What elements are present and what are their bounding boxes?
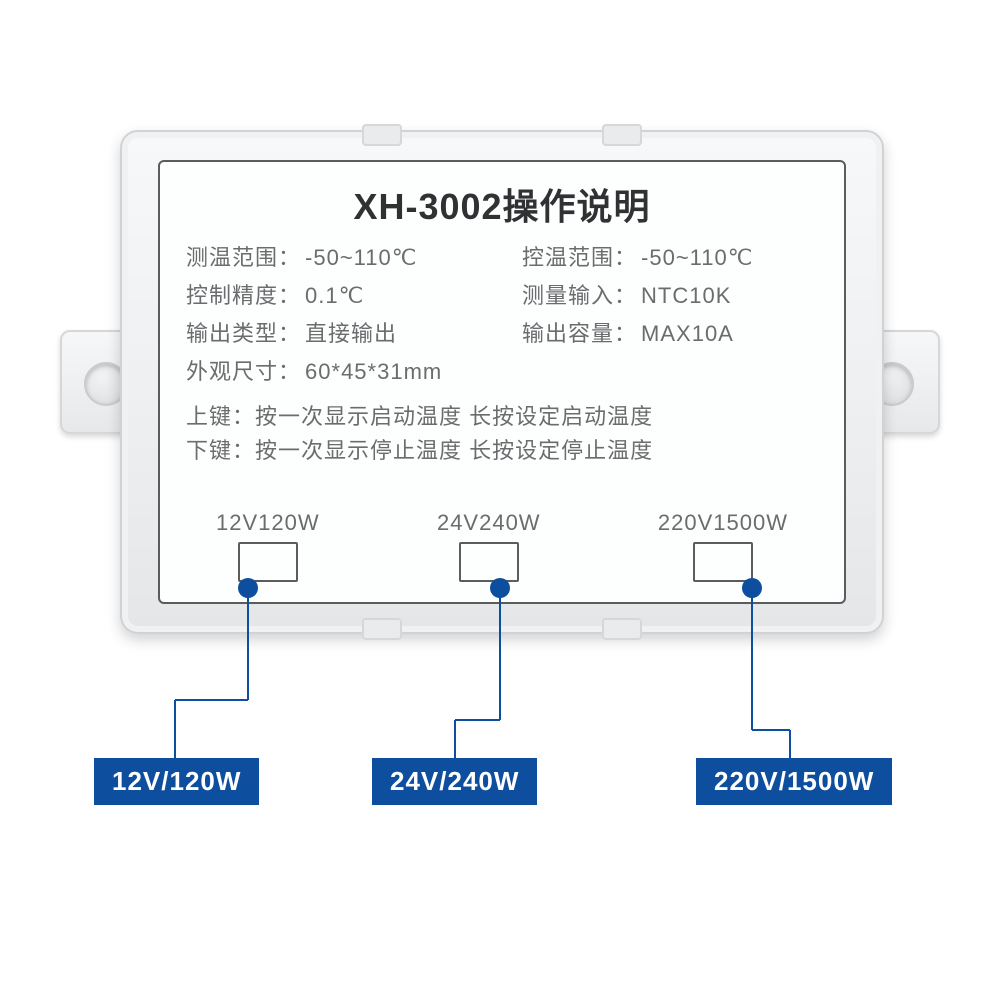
spec-grid: 测温范围：-50~110℃ 控温范围：-50~110℃ 控制精度：0.1℃ 测量… <box>186 240 818 386</box>
key-instructions: 上键：按一次显示启动温度 长按设定启动温度 下键：按一次显示停止温度 长按设定停… <box>186 400 818 468</box>
spec-key: 输出容量 <box>522 316 614 348</box>
spec-temp-range: 测温范围：-50~110℃ <box>186 240 482 272</box>
clip-notch <box>602 618 642 640</box>
key-up-line: 上键：按一次显示启动温度 长按设定启动温度 <box>186 400 818 434</box>
callout-lead <box>175 699 248 701</box>
power-option-24v: 24V240W <box>437 510 541 582</box>
power-option-12v: 12V120W <box>216 510 320 582</box>
power-panel-label: 24V240W <box>437 510 541 536</box>
spec-key: 测量输入 <box>522 278 614 310</box>
power-options-row: 12V120W 24V240W 220V1500W <box>186 510 818 584</box>
callout-tag: 220V/1500W <box>696 758 892 805</box>
device-enclosure: XH-3002操作说明 测温范围：-50~110℃ 控温范围：-50~110℃ … <box>120 130 880 630</box>
device-body: XH-3002操作说明 测温范围：-50~110℃ 控温范围：-50~110℃ … <box>120 130 884 634</box>
callout-lead <box>454 720 456 758</box>
power-panel-label: 220V1500W <box>658 510 788 536</box>
spec-value: -50~110℃ <box>305 245 417 271</box>
spec-input: 测量输入：NTC10K <box>522 278 818 310</box>
spec-value: 直接输出 <box>305 316 397 348</box>
callout-lead <box>752 729 790 731</box>
checkbox-box-icon <box>238 542 298 582</box>
callout-lead <box>789 730 791 758</box>
callout-lead <box>174 700 176 758</box>
callout-lead <box>499 588 501 720</box>
callout-tag: 24V/240W <box>372 758 537 805</box>
spec-value: MAX10A <box>641 321 734 347</box>
key-down-line: 下键：按一次显示停止温度 长按设定停止温度 <box>186 434 818 468</box>
spec-key: 控温范围 <box>522 240 614 272</box>
spec-output-cap: 输出容量：MAX10A <box>522 316 818 348</box>
callout-dot <box>742 578 762 598</box>
checkbox-box-icon <box>459 542 519 582</box>
spec-key: 测温范围 <box>186 240 278 272</box>
clip-notch <box>362 618 402 640</box>
spec-key: 控制精度 <box>186 278 278 310</box>
clip-notch <box>602 124 642 146</box>
printed-label: XH-3002操作说明 测温范围：-50~110℃ 控温范围：-50~110℃ … <box>158 160 846 604</box>
callout-lead <box>247 588 249 700</box>
spec-value: 60*45*31mm <box>305 359 442 385</box>
spec-size: 外观尺寸：60*45*31mm <box>186 354 818 386</box>
callout-dot <box>490 578 510 598</box>
power-option-220v: 220V1500W <box>658 510 788 582</box>
power-panel-label: 12V120W <box>216 510 320 536</box>
spec-value: 0.1℃ <box>305 283 364 309</box>
spec-value: -50~110℃ <box>641 245 753 271</box>
label-title: XH-3002操作说明 <box>186 178 818 230</box>
callout-tag: 12V/120W <box>94 758 259 805</box>
stage: XH-3002操作说明 测温范围：-50~110℃ 控温范围：-50~110℃ … <box>0 0 1000 1000</box>
spec-ctrl-range: 控温范围：-50~110℃ <box>522 240 818 272</box>
spec-value: NTC10K <box>641 283 731 309</box>
callout-lead <box>455 719 500 721</box>
spec-precision: 控制精度：0.1℃ <box>186 278 482 310</box>
checkbox-box-icon <box>693 542 753 582</box>
callout-lead <box>751 588 753 730</box>
spec-output-type: 输出类型：直接输出 <box>186 316 482 348</box>
spec-key: 外观尺寸 <box>186 354 278 386</box>
clip-notch <box>362 124 402 146</box>
spec-key: 输出类型 <box>186 316 278 348</box>
callout-dot <box>238 578 258 598</box>
